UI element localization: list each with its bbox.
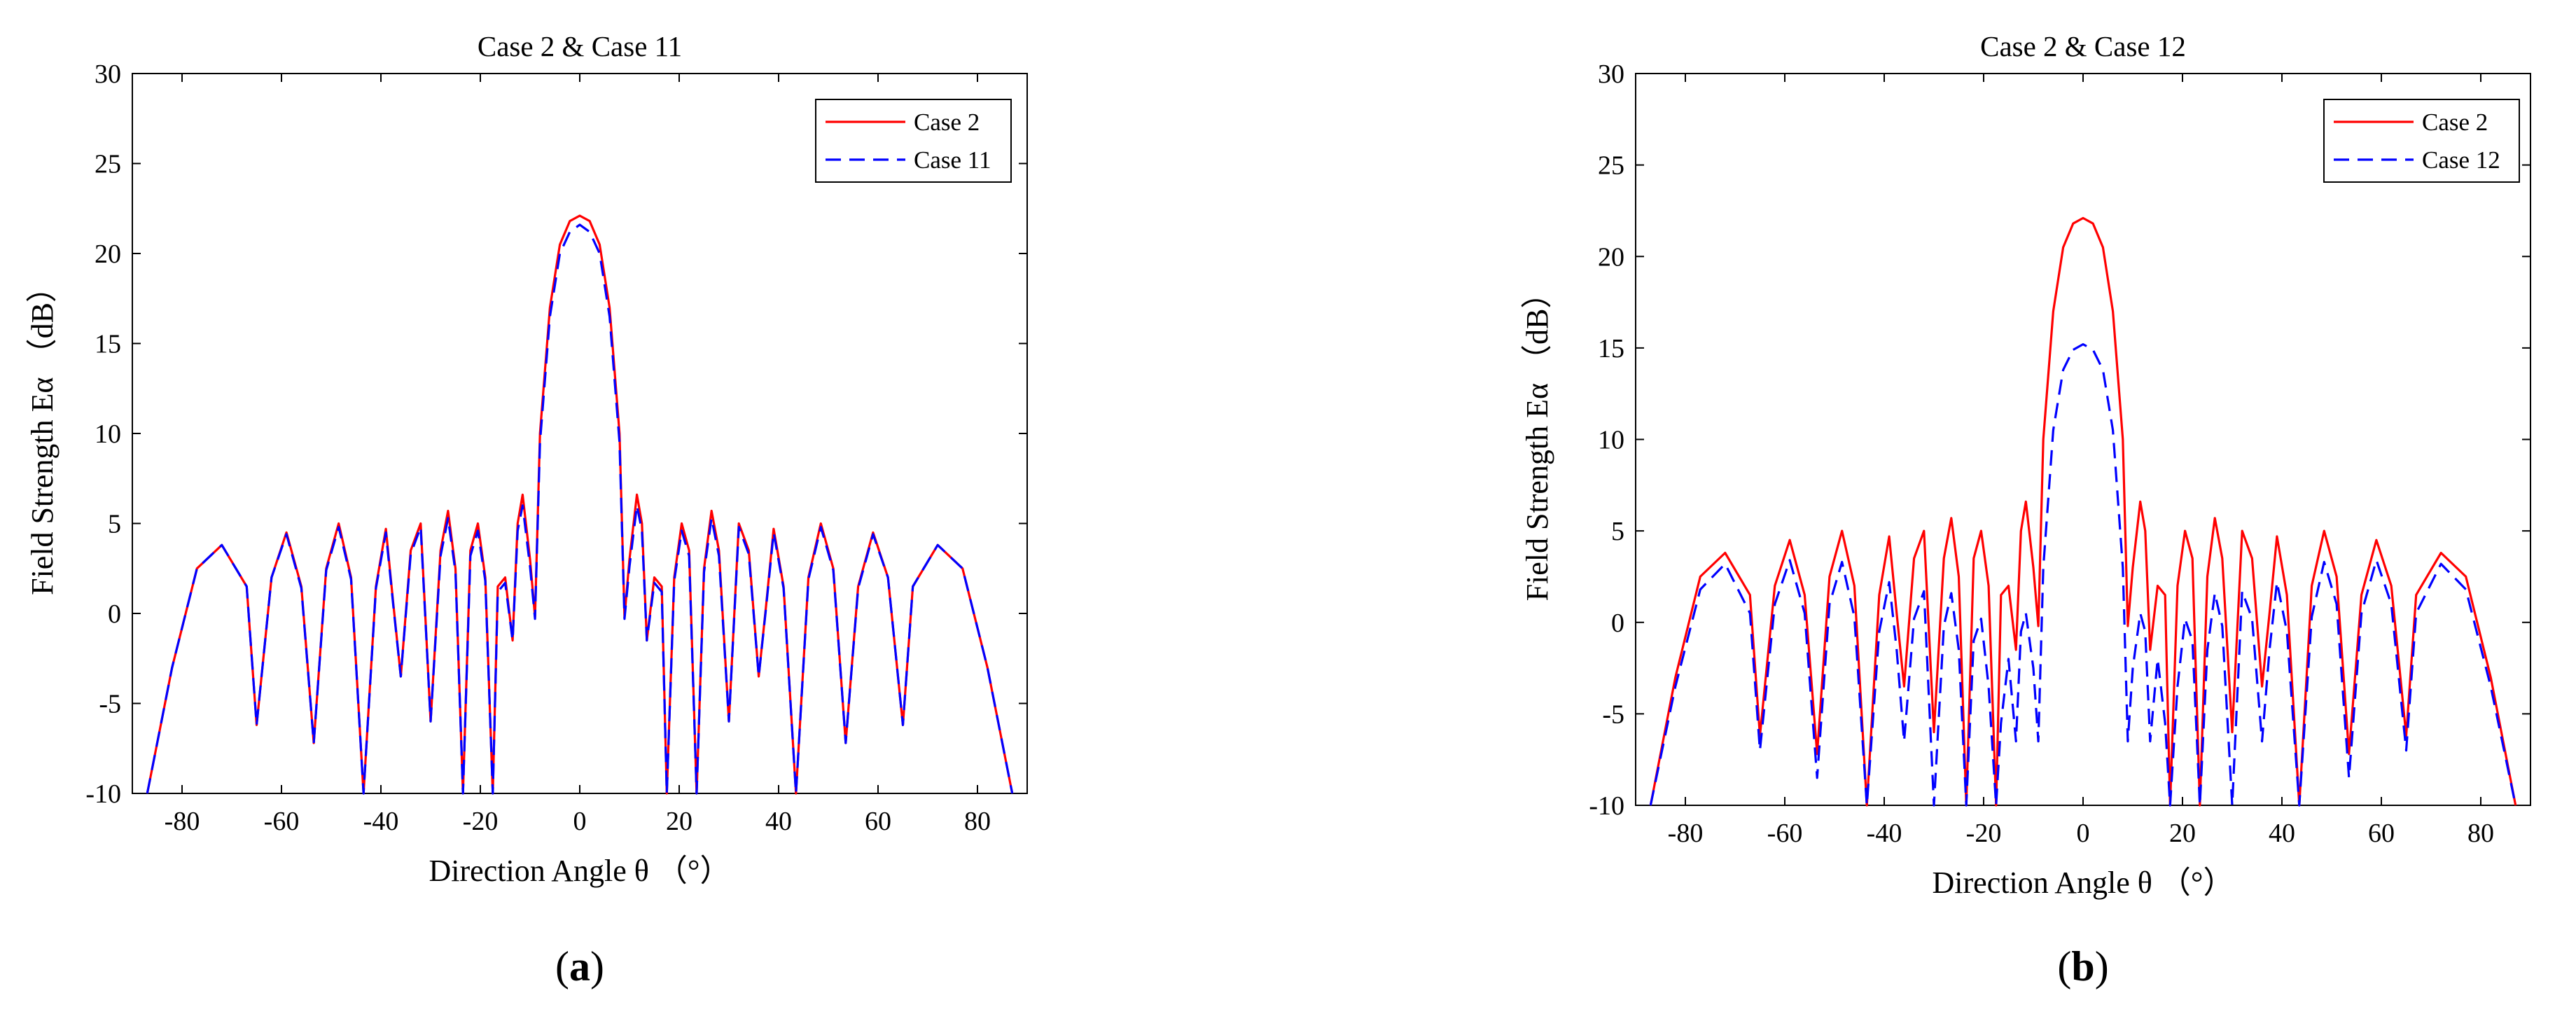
y-tick-label: 20 <box>1598 242 1624 272</box>
x-tick-label: 60 <box>865 807 891 836</box>
x-tick-label: -60 <box>264 807 300 836</box>
x-tick-label: 0 <box>2077 819 2090 848</box>
x-tick-label: 80 <box>2467 819 2494 848</box>
y-tick-label: 15 <box>1598 334 1624 363</box>
legend: Case 2 Case 11 <box>815 99 1012 183</box>
legend-label: Case 12 <box>2422 146 2500 174</box>
series-group <box>146 214 1014 795</box>
legend-label: Case 11 <box>914 146 991 174</box>
y-axis-label: Field Strength Eα （dB） <box>25 272 60 595</box>
x-tick-label: -60 <box>1767 819 1803 848</box>
x-tick-label: -80 <box>165 807 200 836</box>
legend-label: Case 2 <box>2422 109 2488 136</box>
y-tick-label: 10 <box>95 419 121 449</box>
x-tick-label: 20 <box>666 807 692 836</box>
x-axis-label: Direction Angle θ （°） <box>1933 866 2234 900</box>
panel-label: (b) <box>2057 943 2108 989</box>
y-tick-label: -10 <box>1589 791 1624 821</box>
y-tick-label: 30 <box>95 60 121 89</box>
y-tick-label: 25 <box>95 150 121 179</box>
panel-letter: b <box>2071 943 2094 989</box>
series-group <box>1649 216 2517 807</box>
plot-frame <box>1635 73 2531 806</box>
y-tick-label: 30 <box>1598 60 1624 89</box>
y-tick-label: 5 <box>108 510 121 539</box>
y-tick-label: 10 <box>1598 426 1624 455</box>
x-tick-label: 0 <box>573 807 587 836</box>
x-tick-label: -80 <box>1668 819 1704 848</box>
y-tick-label: 0 <box>108 599 121 629</box>
legend-box <box>815 99 1012 183</box>
y-tick-label: 5 <box>1611 517 1624 546</box>
series-line-case-12 <box>1649 343 2517 807</box>
chart-title: Case 2 & Case 12 <box>1980 30 2186 62</box>
y-tick-label: 25 <box>1598 151 1624 181</box>
series-line-case-2 <box>1649 216 2517 807</box>
x-axis-label: Direction Angle θ （°） <box>429 854 731 888</box>
y-tick-label: 0 <box>1611 609 1624 638</box>
series-line-case-11 <box>146 223 1014 795</box>
y-tick-label: -10 <box>85 779 121 809</box>
x-tick-label: 40 <box>765 807 792 836</box>
x-tick-label: 40 <box>2269 819 2295 848</box>
y-tick-label: -5 <box>99 690 121 719</box>
chart-panel-b: -80 -60 -40 -20 0 20 40 60 80 -10 -5 0 5 10 15 20 25 30 Ca… <box>1520 30 2531 989</box>
x-tick-label: -40 <box>1867 819 1902 848</box>
x-tick-label: 80 <box>964 807 991 836</box>
legend-label: Case 2 <box>914 109 980 136</box>
x-tick-label: -20 <box>463 807 499 836</box>
y-axis-label: Field Strength Eα （dB） <box>1520 278 1554 602</box>
chart-panel-a: -80 -60 -40 -20 0 20 40 60 80 -10 -5 0 5 10 15 20 25 30 Ca… <box>25 30 1028 989</box>
y-tick-label: 15 <box>95 330 121 359</box>
y-tick-label: 20 <box>95 239 121 269</box>
panel-label: (a) <box>555 943 604 989</box>
panel-letter: a <box>569 943 590 989</box>
y-tick-label: -5 <box>1602 700 1624 729</box>
chart-title: Case 2 & Case 11 <box>478 30 682 62</box>
x-tick-label: -40 <box>363 807 399 836</box>
x-tick-label: 20 <box>2169 819 2196 848</box>
legend-box <box>2323 99 2520 183</box>
x-tick-label: 60 <box>2368 819 2395 848</box>
series-line-case-2 <box>146 214 1014 795</box>
x-tick-label: -20 <box>1966 819 2002 848</box>
legend: Case 2 Case 12 <box>2323 99 2520 183</box>
